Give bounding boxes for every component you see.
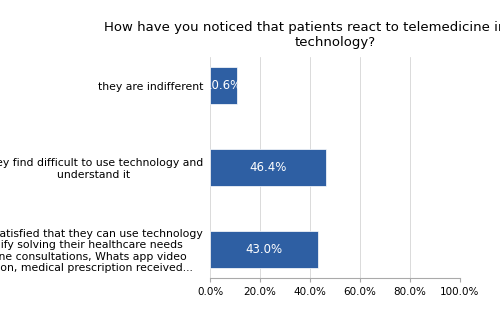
Bar (210, 67, 236, 104)
Title: How have you noticed that patients react to telemedicine in terms of
technology?: How have you noticed that patients react… (104, 21, 500, 49)
Bar (210, 231, 318, 268)
Text: 10.6%: 10.6% (204, 79, 242, 92)
Text: 43.0%: 43.0% (245, 243, 282, 256)
Text: 46.4%: 46.4% (250, 161, 286, 174)
Bar (210, 149, 326, 186)
